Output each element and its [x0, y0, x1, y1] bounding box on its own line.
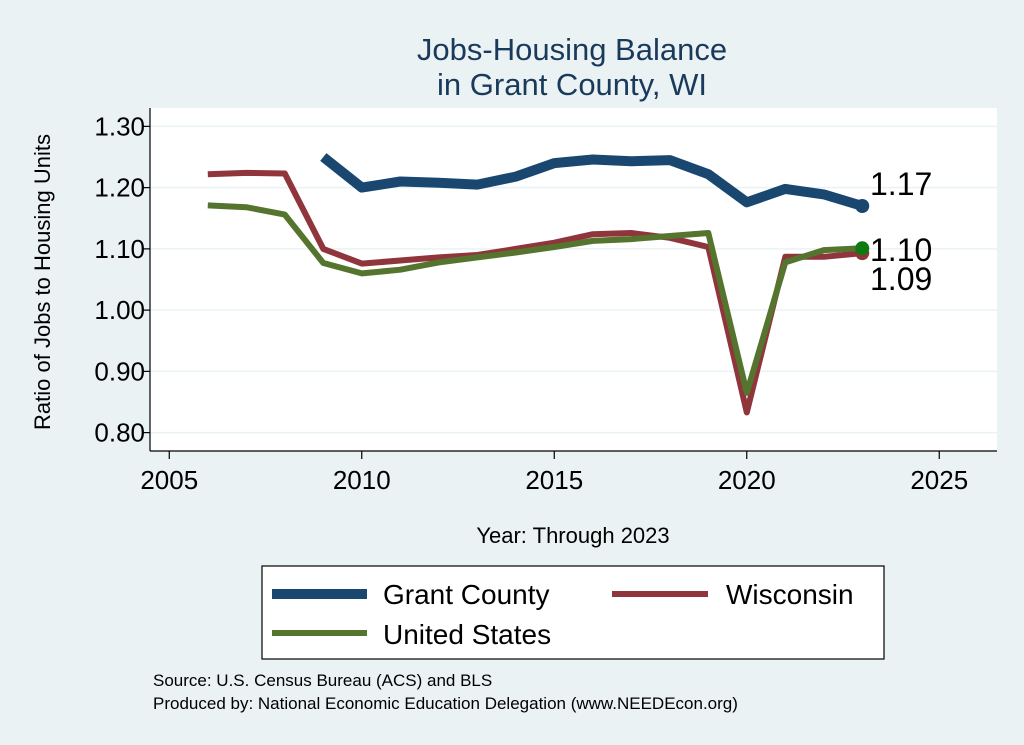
x-axis-ticks: 2005 2010 2015 2020 2025 [140, 451, 968, 495]
legend: Grant County Wisconsin United States [261, 565, 885, 660]
gridlines [150, 125, 997, 434]
legend-label-united-states: United States [383, 619, 551, 650]
end-label-wisconsin: 1.09 [870, 261, 932, 297]
legend-box [261, 565, 885, 660]
y-tick-label: 0.80 [94, 418, 145, 448]
series-line-united-states [207, 202, 863, 396]
y-tick-label: 1.00 [94, 295, 145, 325]
end-markers [855, 199, 870, 261]
y-tick-label: 0.90 [94, 356, 145, 386]
x-tick-label: 2015 [525, 465, 583, 495]
x-axis-title: Year: Through 2023 [476, 523, 669, 548]
end-marker-grant-county [855, 199, 870, 213]
chart-title-line-1: Jobs-Housing Balance [417, 32, 727, 67]
series-line-wisconsin [207, 169, 863, 416]
x-tick-label: 2020 [718, 465, 776, 495]
legend-label-wisconsin: Wisconsin [726, 579, 854, 610]
y-tick-label: 1.10 [94, 234, 145, 264]
producer-note: Produced by: National Economic Education… [153, 694, 738, 713]
y-tick-label: 1.30 [94, 111, 145, 141]
series-line-grant-county [320, 153, 864, 211]
end-label-grant-county: 1.17 [870, 166, 932, 202]
end-label-united-states: 1.10 [870, 232, 932, 268]
chart-title-line-2: in Grant County, WI [437, 67, 707, 102]
x-tick-label: 2010 [333, 465, 391, 495]
source-note: Source: U.S. Census Bureau (ACS) and BLS [153, 671, 492, 690]
end-marker-united-states [855, 241, 870, 256]
y-axis-title: Ratio of Jobs to Housing Units [30, 134, 55, 430]
series-layer [207, 153, 864, 416]
legend-label-grant-county: Grant County [383, 579, 550, 610]
y-axis-ticks: 0.80 0.90 1.00 1.10 1.20 1.30 [94, 111, 150, 448]
x-tick-label: 2025 [910, 465, 968, 495]
y-tick-label: 1.20 [94, 173, 145, 203]
x-tick-label: 2005 [140, 465, 198, 495]
